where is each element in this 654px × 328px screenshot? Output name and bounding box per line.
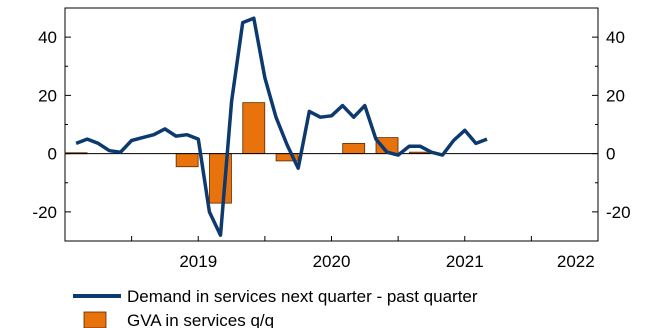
plot-frame (64, 7, 599, 242)
y-tick-label-left: 0 (48, 145, 57, 164)
legend-bar-swatch (83, 311, 107, 328)
y-tick-label-left: -20 (32, 203, 57, 222)
x-tick-label-2021: 2021 (446, 252, 484, 271)
y-tick-label-right: -20 (606, 203, 631, 222)
plot-border (64, 7, 599, 242)
line-series (75, 16, 488, 237)
x-tick-label-2020: 2020 (313, 252, 351, 271)
x-tick-label-2019: 2019 (179, 252, 217, 271)
y-tick-label-right: 0 (606, 145, 615, 164)
y-tick-label-right: 40 (606, 28, 625, 47)
bar-1 (175, 153, 199, 168)
y-tick-label-right: 20 (606, 86, 625, 105)
legend: Demand in services next quarter - past q… (73, 287, 478, 328)
x-tick-label-2022: 2022 (557, 252, 595, 271)
legend-label-gva: GVA in services q/q (127, 311, 274, 328)
y-tick-label-left: 40 (38, 28, 57, 47)
demand-line (75, 16, 488, 237)
legend-label-demand: Demand in services next quarter - past q… (127, 287, 478, 306)
bar-3 (242, 102, 266, 155)
y-tick-label-left: 20 (38, 86, 57, 105)
bar-5 (342, 143, 366, 155)
